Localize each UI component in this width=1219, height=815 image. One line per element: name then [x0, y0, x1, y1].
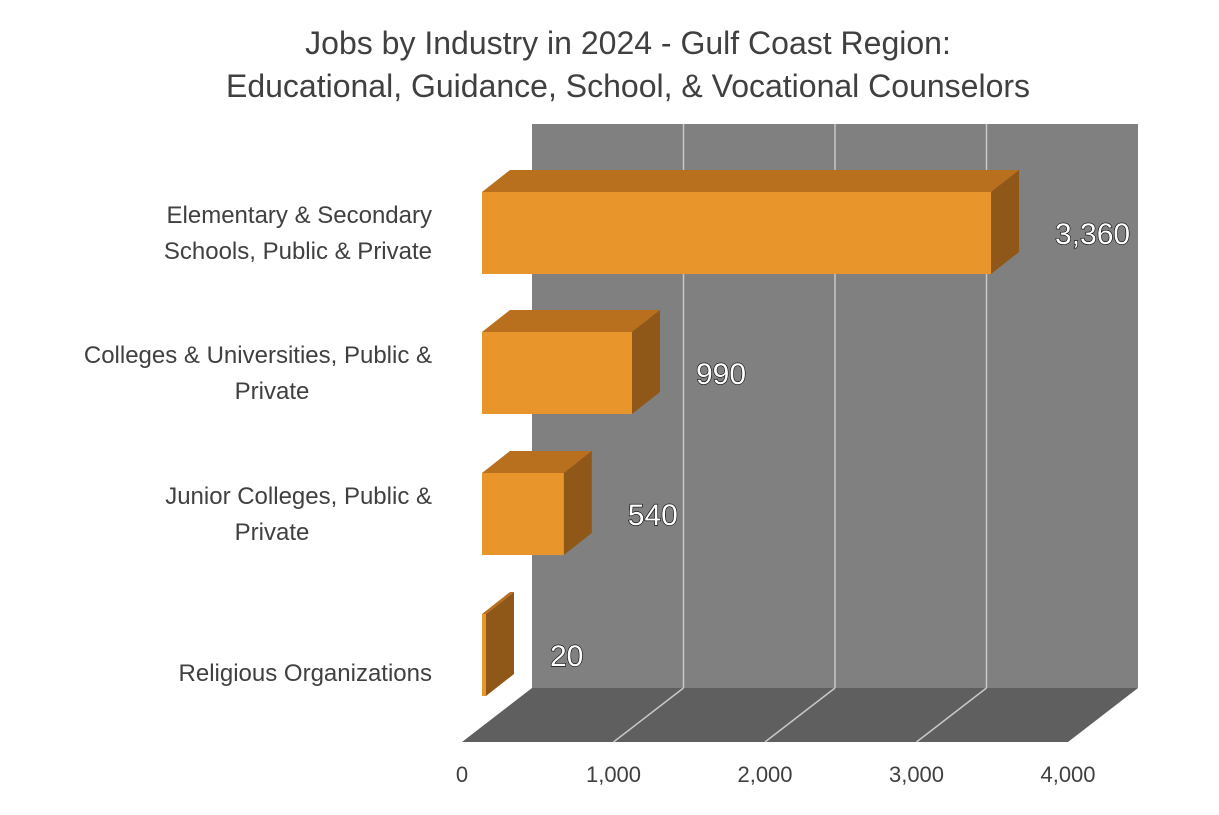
category-label-2-line-1: Private	[235, 519, 310, 546]
bar-top-2	[482, 451, 592, 473]
data-label-2: 540	[628, 499, 678, 532]
chart-title: Jobs by Industry in 2024 - Gulf Coast Re…	[226, 25, 1030, 104]
category-label-1-line-0: Colleges & Universities, Public &	[84, 342, 432, 369]
bar-top-3	[482, 592, 514, 614]
bar-1	[482, 332, 632, 414]
bar-top-0	[482, 170, 1020, 192]
x-tick-label-1000: 1,000	[586, 762, 641, 787]
floor-gridline-1000	[613, 687, 684, 743]
bar-2	[482, 473, 564, 555]
category-label-0-line-1: Schools, Public & Private	[164, 238, 432, 265]
data-label-0: 3,360	[1055, 218, 1130, 251]
data-label-1: 990	[696, 358, 746, 391]
x-tick-label-3000: 3,000	[889, 762, 944, 787]
chart-title-line-2: Educational, Guidance, School, & Vocatio…	[226, 68, 1030, 104]
plot-area: 0 1,000 2,000 3,000 4,000 3,360 Elementary & S…	[84, 124, 1138, 787]
bar-side-1	[631, 310, 660, 414]
category-label-3-line-0: Religious Organizations	[179, 660, 432, 687]
floor-gridline-3000	[916, 687, 987, 743]
bar-side-3	[486, 592, 514, 696]
floor-gridline-2000	[764, 687, 836, 743]
bar-0	[482, 192, 992, 274]
category-label-2-line-0: Junior Colleges, Public &	[165, 483, 432, 510]
bar-top-1	[482, 310, 660, 332]
chart-title-line-1: Jobs by Industry in 2024 - Gulf Coast Re…	[305, 25, 951, 61]
x-tick-label-4000: 4,000	[1040, 762, 1095, 787]
x-tick-label-2000: 2,000	[737, 762, 792, 787]
category-label-1-line-1: Private	[235, 378, 310, 405]
data-label-3: 20	[550, 640, 583, 673]
bar-side-2	[563, 451, 592, 555]
x-tick-label-0: 0	[456, 762, 468, 787]
category-label-0-line-0: Elementary & Secondary	[167, 202, 432, 229]
bar-side-0	[991, 170, 1020, 274]
bar-3	[482, 614, 486, 696]
